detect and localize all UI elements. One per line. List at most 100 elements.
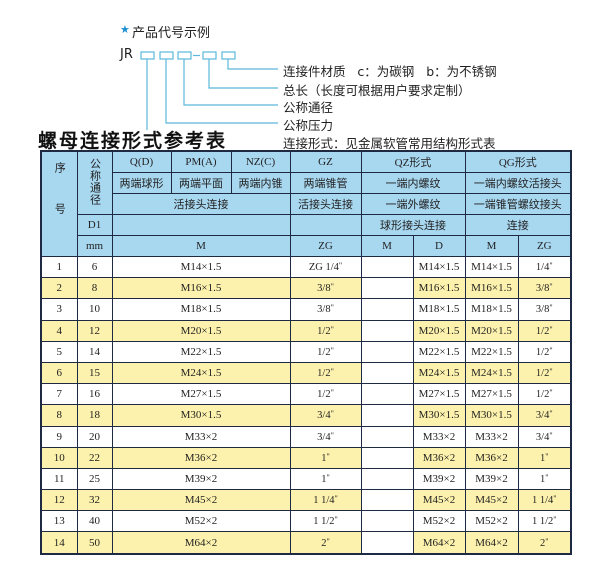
cell-seq: 1 (40, 255, 78, 279)
cell-qz-d: M24×1.5 (412, 361, 466, 385)
table-row: 5 14 M22×1.5 1/2" M22×1.5 M22×1.5 1/2" (40, 340, 572, 363)
pipe-size-value: 1/2 (535, 368, 550, 380)
cell-qg-m: M30×1.5 (464, 404, 519, 427)
cell-qg-m: M18×1.5 (464, 298, 519, 321)
pipe-size-value: 3/4 (317, 410, 331, 422)
cell-gz-zg: 1 1/4" (289, 489, 362, 512)
header-seq: 序号 (40, 150, 78, 257)
cell-seq: 2 (40, 277, 78, 300)
cell-qz-m (360, 277, 414, 300)
header-dn: 公称通径 (76, 150, 113, 215)
inch-mark: " (326, 536, 330, 546)
pipe-size-value: 3/8 (317, 304, 331, 316)
cell-m: M20×1.5 (111, 319, 291, 342)
pipe-size-value: 1 (540, 473, 546, 485)
cell-qz-d: M20×1.5 (412, 319, 466, 342)
label-nominal-pressure: 公称压力 (283, 118, 334, 133)
header-cell: D (412, 235, 466, 257)
header-cell: 一端外螺纹 (360, 193, 466, 215)
cell-seq: 4 (40, 319, 78, 342)
header-cell: 两端球形 (111, 172, 172, 194)
inch-mark: " (330, 345, 334, 355)
cell-qz-d: M36×2 (412, 446, 466, 469)
pipe-size-value: 1/2 (317, 368, 331, 380)
cell-qg-zg: 3/4" (517, 425, 572, 448)
cell-seq: 8 (40, 404, 78, 427)
cell-seq: 5 (40, 340, 78, 363)
table-row: 1 6 M14×1.5 ZG 1/4" M14×1.5 M14×1.5 1/4" (40, 255, 572, 279)
header-cell: 两端平面 (170, 172, 232, 194)
header-cell: ZG (289, 235, 362, 257)
pipe-size-value: 1 (321, 452, 327, 464)
cell-dn: 10 (76, 298, 113, 321)
cell-qg-zg: 3/8" (517, 298, 572, 321)
example-title: 产品代号示例 (132, 26, 211, 41)
inch-mark: " (330, 388, 334, 398)
cell-qz-m (360, 467, 414, 491)
cell-qz-m (360, 340, 414, 363)
cell-qg-zg: 1/2" (517, 383, 572, 406)
inch-mark: " (549, 345, 553, 355)
cell-dn: 15 (76, 361, 113, 385)
inch-mark: " (545, 472, 549, 482)
cell-qz-m (360, 383, 414, 406)
pipe-size-value: 1/2 (317, 325, 331, 337)
label-length: 总长（长度可根据用户要求定制） (283, 83, 471, 98)
header-cell: PM(A) (170, 150, 232, 173)
cell-m: M36×2 (111, 446, 291, 469)
cell-dn: 18 (76, 404, 113, 427)
cell-dn: 50 (76, 531, 113, 555)
pipe-size-value: 3/4 (317, 431, 331, 443)
cell-qg-m: M36×2 (464, 446, 519, 469)
cell-seq: 11 (40, 467, 78, 491)
cell-qg-m: M20×1.5 (464, 319, 519, 342)
table-row: 6 15 M24×1.5 1/2" M24×1.5 M24×1.5 1/2" (40, 361, 572, 385)
inch-mark: " (549, 303, 553, 313)
table-title: 螺母连接形式参考表 (38, 130, 228, 152)
nut-connection-table: 序号 公称通径 Q(D) PM(A) NZ(C) GZ QZ形式 QG形式 两端… (40, 150, 573, 555)
code-box (140, 51, 155, 60)
code-box (202, 51, 217, 60)
cell-dn: 14 (76, 340, 113, 363)
code-diagram (140, 51, 278, 130)
cell-gz-zg: 3/4" (289, 425, 362, 448)
cell-qg-zg: 1/2" (517, 340, 572, 363)
cell-gz-zg: 3/8" (289, 298, 362, 321)
code-box (159, 51, 174, 60)
cell-seq: 6 (40, 361, 78, 385)
cell-qg-m: M64×2 (464, 531, 519, 555)
label-nominal-diameter: 公称通径 (283, 100, 334, 115)
table-row: 10 22 M36×2 1" M36×2 M36×2 1" (40, 446, 572, 469)
cell-dn: 20 (76, 425, 113, 448)
pipe-size-value: 1/2 (317, 346, 331, 358)
cell-seq: 12 (40, 489, 78, 512)
leader-line (227, 59, 278, 70)
cell-qz-d: M39×2 (412, 467, 466, 491)
cell-gz-zg: 3/8" (289, 277, 362, 300)
inch-mark: " (330, 282, 334, 292)
cell-qg-m: M14×1.5 (464, 255, 519, 279)
cell-qz-d: M22×1.5 (412, 340, 466, 363)
cell-gz-zg: 1/2" (289, 361, 362, 385)
cell-seq: 3 (40, 298, 78, 321)
pipe-size-value: 1 (321, 473, 327, 485)
cell-m: M52×2 (111, 510, 291, 533)
cell-qg-m: M24×1.5 (464, 361, 519, 385)
inch-mark: " (330, 367, 334, 377)
pipe-size-value: 1 1/4 (531, 495, 554, 507)
table-row: 8 18 M30×1.5 3/4" M30×1.5 M30×1.5 3/4" (40, 404, 572, 427)
cell-m: M39×2 (111, 467, 291, 491)
table-row: 7 16 M27×1.5 1/2" M27×1.5 M27×1.5 1/2" (40, 383, 572, 406)
header-cell: 两端内锥 (230, 172, 291, 194)
cell-qg-zg: 1" (517, 467, 572, 491)
inch-mark: " (330, 324, 334, 334)
cell-gz-zg: 1/2" (289, 383, 362, 406)
leader-line (165, 59, 278, 124)
leader-line (146, 59, 148, 130)
inch-mark: " (549, 324, 553, 334)
cell-seq: 10 (40, 446, 78, 469)
table-row: 2 8 M16×1.5 3/8" M16×1.5 M16×1.5 3/8" (40, 277, 572, 300)
header-cell: 两端锥管 (289, 172, 362, 194)
cell-gz-zg: 1" (289, 446, 362, 469)
cell-qg-zg: 1 1/2" (517, 510, 572, 533)
